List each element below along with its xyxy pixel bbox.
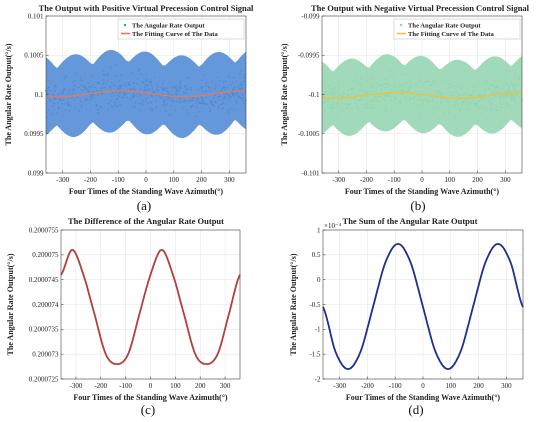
- y-tick-label: 0.200074: [32, 301, 59, 309]
- series-line: [321, 91, 523, 100]
- legend-entry: The Angular Rate Output: [408, 23, 481, 30]
- y-tick-label: -0.101: [301, 169, 320, 177]
- x-tick-label: 300: [224, 176, 235, 184]
- x-tick-label: 100: [446, 382, 457, 390]
- y-tick-label: 0.200075: [32, 251, 59, 259]
- y-tick-label: 0.101: [28, 12, 44, 20]
- series-line: [46, 89, 246, 98]
- y-axis-label: The Angular Rate Output(°/s): [6, 253, 15, 355]
- x-tick-label: -200: [94, 382, 107, 390]
- x-tick-label: 200: [195, 382, 206, 390]
- panel-label: (b): [410, 198, 425, 213]
- x-tick-label: 100: [170, 382, 181, 390]
- x-tick-label: 0: [421, 382, 425, 390]
- x-axis-label: Four Times of the Standing Wave Azimuth(…: [69, 187, 224, 196]
- y-tick-label: 0.099: [28, 169, 44, 177]
- chart-title: The Difference of the Angular Rate Outpu…: [68, 216, 224, 226]
- scatter-band: [46, 49, 246, 139]
- panel-label: (d): [408, 402, 423, 417]
- chart-panel-d: -300 -200 -100 0 100 200 300 -2 -1.5 -1 -0.5 0 0.5 1×…: [289, 216, 524, 417]
- x-tick-label: -100: [388, 176, 401, 184]
- y-tick-label: 0.2000725: [29, 375, 59, 383]
- legend-marker-scatter: [399, 23, 403, 27]
- x-tick-label: -300: [332, 176, 345, 184]
- y-tick-label: -0.1005: [298, 130, 320, 138]
- x-tick-label: 0: [149, 382, 153, 390]
- chart-title: The Output with Negative Virtual Precess…: [311, 3, 530, 13]
- x-axis-label: Four Times of the Standing Wave Azimuth(…: [73, 393, 228, 402]
- y-tick-label: 0.2000735: [29, 326, 59, 334]
- x-tick-label: 300: [500, 176, 511, 184]
- legend-box: [117, 18, 245, 40]
- x-tick-label: -100: [119, 382, 132, 390]
- x-tick-label: -200: [361, 382, 374, 390]
- x-tick-label: 100: [169, 176, 180, 184]
- x-tick-label: 200: [473, 382, 484, 390]
- legend-marker-scatter: [123, 23, 127, 27]
- y-axis-label: The Angular Rate Output(°/s): [289, 253, 298, 355]
- y-axis-label: The Angular Rate Output(°/s): [4, 43, 13, 145]
- x-tick-label: 200: [472, 176, 483, 184]
- legend-entry: The Angular Rate Output: [132, 23, 205, 30]
- y-tick-label: 0: [317, 276, 321, 284]
- legend-entry: The Fitting Curve of The Data: [132, 31, 218, 38]
- y-tick-label: 0.1005: [24, 52, 44, 60]
- x-tick-label: 0: [420, 176, 424, 184]
- chart-panel-c: -300 -200 -100 0 100 200 300 0.2000725 0.200073 0…: [6, 216, 241, 417]
- y-tick-label: 0.1: [35, 91, 44, 99]
- y-tick-label: -0.0995: [298, 52, 320, 60]
- chart-panel-a: -300 -200 -100 0 100 200 300 0.099 0.0995 0.1 0.10…: [4, 3, 254, 213]
- y-tick-label: 0.2000745: [29, 276, 59, 284]
- x-tick-label: 300: [220, 382, 231, 390]
- y-axis-label: The Angular Rate Output(°/s): [280, 43, 289, 145]
- x-tick-label: -100: [112, 176, 125, 184]
- y-tick-label: -0.099: [301, 12, 320, 20]
- y-tick-label: -1.5: [309, 351, 321, 359]
- x-tick-label: -200: [84, 176, 97, 184]
- x-axis-label: Four Times of the Standing Wave Azimuth(…: [345, 187, 500, 196]
- y-tick-label: 1: [317, 226, 321, 234]
- series-line: [322, 243, 524, 370]
- scatter-series: [321, 54, 523, 137]
- x-tick-label: 100: [445, 176, 456, 184]
- y-multiplier-label: ×10⁻⁴: [324, 222, 342, 230]
- chart-panel-b: -300 -200 -100 0 100 200 300 -0.101 -0.1005 -0.1 -…: [280, 3, 530, 213]
- scatter-band: [322, 54, 522, 137]
- x-tick-label: 0: [144, 176, 148, 184]
- legend-entry: The Fitting Curve of The Data: [408, 31, 494, 38]
- x-tick-label: -300: [56, 176, 69, 184]
- y-tick-label: -0.1: [308, 91, 320, 99]
- x-tick-label: -300: [333, 382, 346, 390]
- x-tick-label: -100: [389, 382, 402, 390]
- y-tick-label: 0.5: [312, 251, 321, 259]
- y-tick-label: 0.200073: [32, 351, 59, 359]
- x-axis-label: Four Times of the Standing Wave Azimuth(…: [346, 393, 501, 402]
- chart-title: The Output with Positive Virtual Precess…: [39, 3, 254, 13]
- x-tick-label: -200: [360, 176, 373, 184]
- panel-label: (c): [141, 402, 155, 417]
- y-tick-label: -0.5: [309, 301, 321, 309]
- series-line: [60, 248, 241, 365]
- x-tick-label: -300: [69, 382, 82, 390]
- y-tick-label: 0.0995: [24, 130, 44, 138]
- y-tick-label: -1: [315, 326, 321, 334]
- chart-title: The Sum of the Angular Rate Output: [343, 216, 478, 226]
- y-tick-label: 0.2000755: [29, 226, 59, 234]
- x-tick-label: 300: [501, 382, 512, 390]
- y-tick-label: -2: [315, 375, 321, 383]
- x-tick-label: 200: [196, 176, 207, 184]
- panel-label: (a): [137, 198, 151, 213]
- legend-box: [393, 18, 521, 40]
